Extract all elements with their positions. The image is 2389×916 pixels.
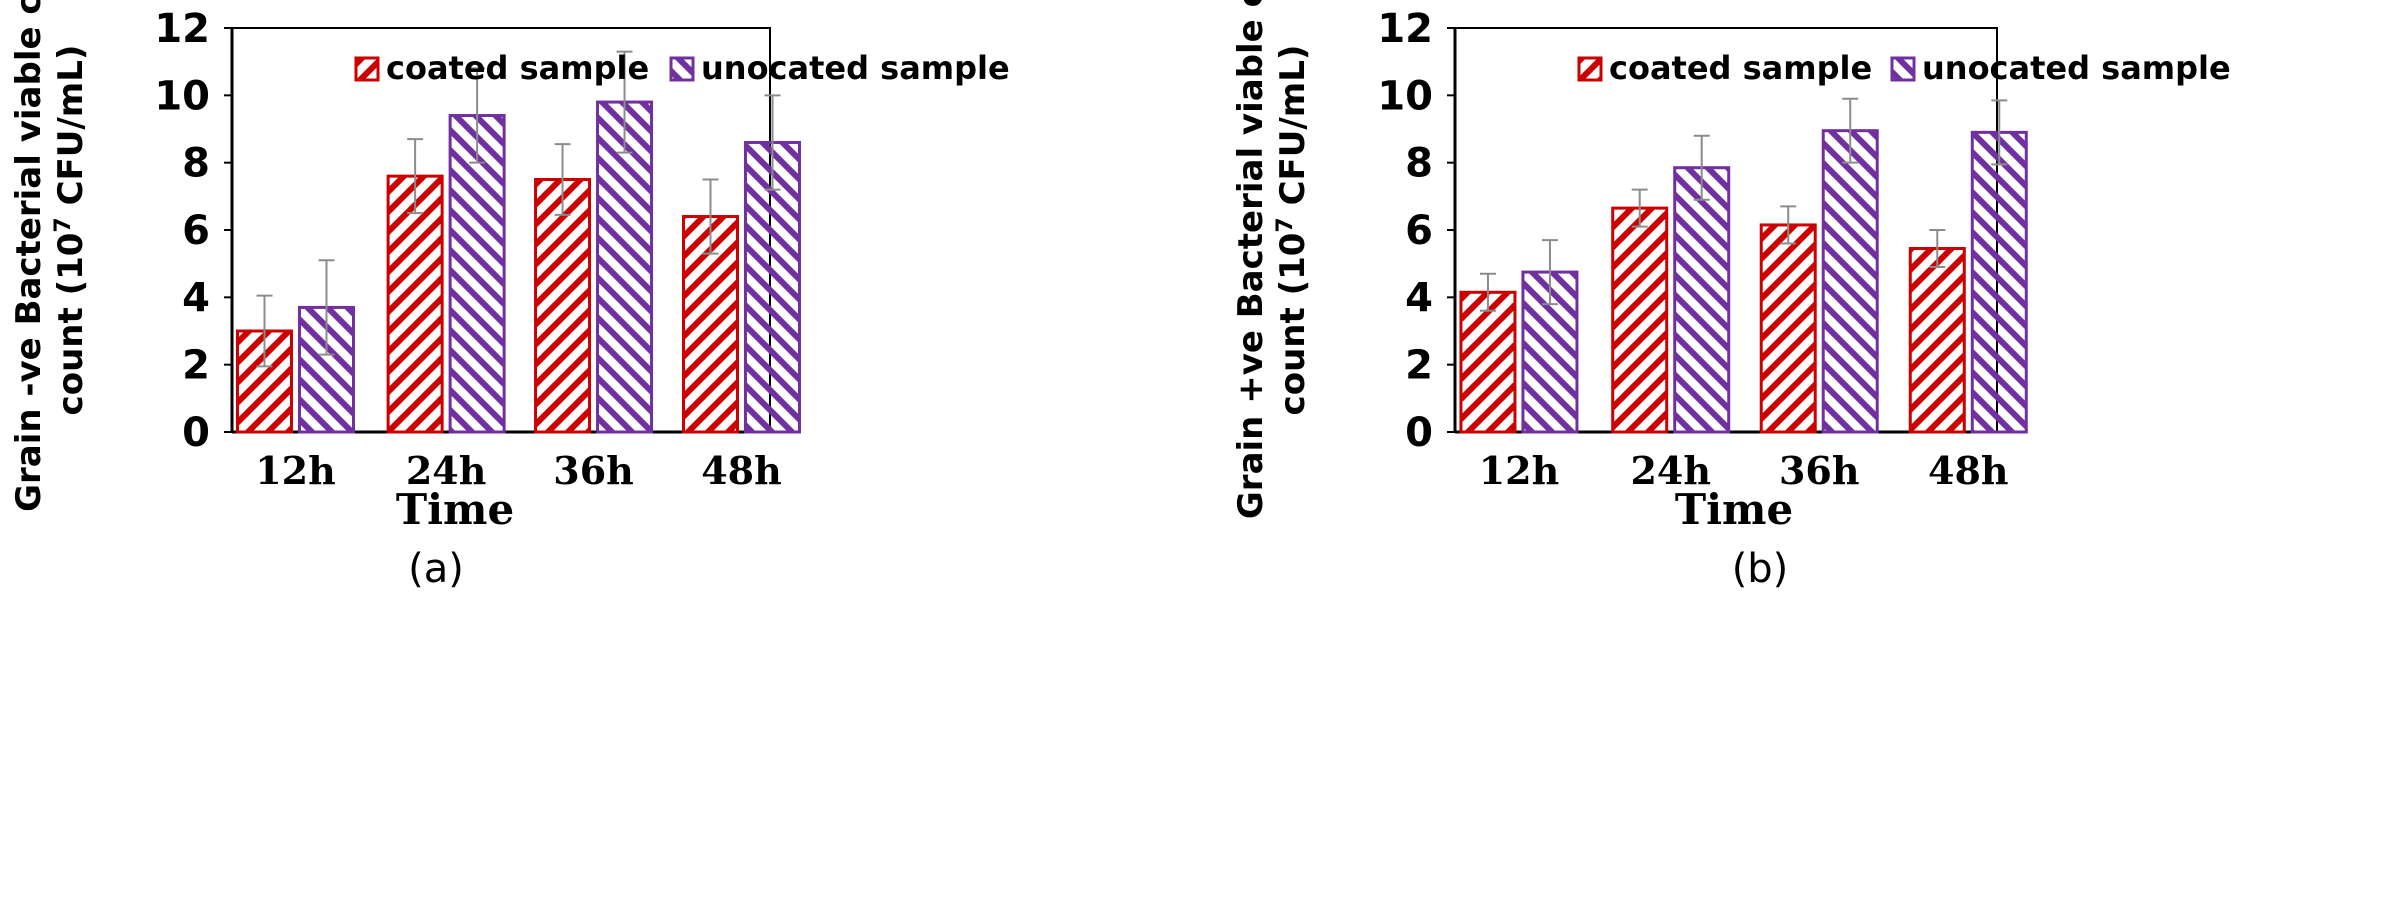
bar-coated-36h xyxy=(1759,223,1817,434)
y-axis-label-line2: count (107 CFU/mL) xyxy=(51,45,91,416)
y-axis-label: Grain +ve Bacterial viable cellcount (10… xyxy=(1231,0,1313,519)
y-axis-label-line1: Grain +ve Bacterial viable cell xyxy=(1231,0,1271,519)
y-axis-label-unit-pre: count (10 xyxy=(51,233,91,416)
legend-swatch-uncoated xyxy=(669,56,695,82)
y-tick-label: 0 xyxy=(1405,410,1433,456)
y-tick-label: 4 xyxy=(182,275,210,321)
y-tick-label: 0 xyxy=(182,410,210,456)
y-tick-label: 2 xyxy=(182,343,210,389)
legend: coated sample unocated sample xyxy=(354,49,1010,87)
x-tick-label: 24h xyxy=(406,448,487,493)
bar-coated-48h xyxy=(1908,247,1966,434)
y-axis-label: Grain -ve Bacterial viable cellcount (10… xyxy=(9,0,91,512)
x-tick-label: 48h xyxy=(701,448,782,493)
y-axis-label-superscript: 7 xyxy=(51,217,76,232)
panel-label: (a) xyxy=(408,546,464,592)
x-tick-label: 12h xyxy=(255,448,336,493)
bar-uncoated-24h xyxy=(448,114,506,434)
y-axis-label-line1: Grain -ve Bacterial viable cell xyxy=(9,0,49,512)
legend: coated sample unocated sample xyxy=(1577,49,2231,87)
legend-label: coated sample xyxy=(1609,49,1872,87)
y-tick-label: 8 xyxy=(1405,141,1433,187)
x-axis-label: Time xyxy=(396,485,514,534)
y-tick-label: 12 xyxy=(1377,6,1433,52)
bar-uncoated-36h xyxy=(1821,129,1879,434)
chart-panel-a: 0 2 4 6 8 10 12 12h 24h 36h 48h coated sample unocat… xyxy=(9,0,1010,592)
x-tick-label: 24h xyxy=(1630,448,1711,493)
bar-uncoated-24h xyxy=(1673,166,1731,434)
bar-coated-12h xyxy=(1459,290,1517,434)
x-tick-label: 12h xyxy=(1479,448,1560,493)
bar-coated-24h xyxy=(1611,206,1669,434)
legend-swatch-coated xyxy=(354,56,380,82)
panel-label: (b) xyxy=(1732,546,1789,592)
y-tick-label: 2 xyxy=(1405,343,1433,389)
legend-swatch-coated xyxy=(1577,56,1603,82)
y-tick-label: 6 xyxy=(1405,208,1433,254)
bar-uncoated-48h xyxy=(743,140,801,434)
y-axis-label-unit-pre: count (10 xyxy=(1273,233,1313,416)
y-axis-label-unit-post: CFU/mL) xyxy=(1273,45,1313,218)
x-tick-label: 36h xyxy=(1779,448,1860,493)
y-axis-label-line2: count (107 CFU/mL) xyxy=(1273,45,1313,416)
bar-uncoated-48h xyxy=(1970,130,2028,434)
x-tick-label: 36h xyxy=(553,448,634,493)
legend-swatch-uncoated xyxy=(1890,56,1916,82)
y-tick-label: 10 xyxy=(1377,73,1433,119)
legend-label: unocated sample xyxy=(1922,49,2231,87)
y-tick-label: 6 xyxy=(182,208,210,254)
bar-coated-36h xyxy=(534,178,592,434)
bar-coated-24h xyxy=(386,174,444,434)
x-axis-label: Time xyxy=(1675,485,1793,534)
y-axis-label-superscript: 7 xyxy=(1273,217,1298,232)
chart-panel-b: 0 2 4 6 8 10 12 12h 24h 36h 48h coated sample unocat… xyxy=(1231,0,2231,592)
y-tick-label: 12 xyxy=(154,6,210,52)
legend-label: unocated sample xyxy=(701,49,1010,87)
y-tick-label: 8 xyxy=(182,141,210,187)
x-tick-label: 48h xyxy=(1928,448,2009,493)
y-axis-label-unit-post: CFU/mL) xyxy=(51,45,91,218)
y-tick-label: 4 xyxy=(1405,275,1433,321)
legend-label: coated sample xyxy=(386,49,649,87)
y-tick-label: 10 xyxy=(154,73,210,119)
